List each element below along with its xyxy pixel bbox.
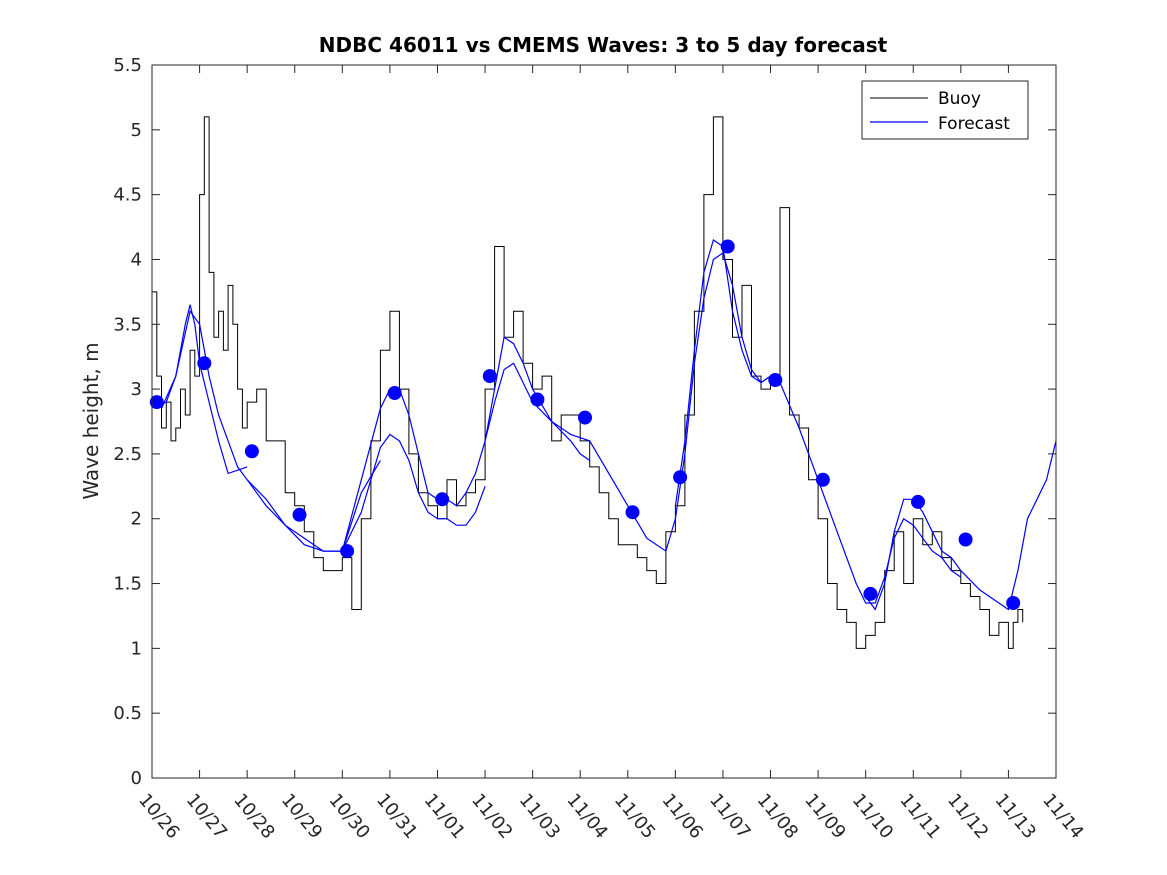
y-tick-label: 3.5: [113, 314, 142, 335]
forecast-series-line: [246, 433, 486, 552]
forecast-marker-point: [720, 239, 735, 254]
forecast-marker-point: [340, 544, 355, 559]
legend: Buoy Forecast: [861, 80, 1029, 140]
forecast-series-line: [484, 252, 771, 553]
y-tick-label: 5: [131, 120, 142, 141]
legend-buoy-label: Buoy: [938, 89, 981, 109]
legend-forecast-label: Forecast: [938, 114, 1010, 134]
series-layer: [152, 116, 1056, 649]
forecast-marker-point: [292, 507, 307, 522]
chart-title: NDBC 46011 vs CMEMS Waves: 3 to 5 day fo…: [319, 33, 888, 57]
y-tick-label: 2: [131, 509, 142, 530]
forecast-marker-point: [958, 532, 973, 547]
forecast-marker-point: [768, 373, 783, 387]
forecast-marker-layer: [149, 239, 1021, 610]
y-axis: 0 0.5 1 1.5 2 2.5 3 3.5 4 4.5 5 5.5: [113, 55, 1056, 789]
forecast-marker-point: [435, 492, 450, 507]
forecast-marker-point: [530, 392, 545, 407]
y-tick-label: 4.5: [113, 185, 142, 206]
y-tick-label: 5.5: [113, 55, 142, 76]
y-tick-label: 4: [131, 249, 142, 270]
forecast-series-line: [865, 440, 1056, 611]
forecast-marker-point: [625, 505, 640, 520]
y-axis-label: Wave height, m: [79, 342, 103, 499]
y-tick-label: 1: [131, 638, 142, 659]
forecast-marker-point: [911, 494, 925, 509]
forecast-marker-point: [149, 395, 164, 410]
y-tick-label: 2.5: [113, 444, 142, 465]
forecast-marker-point: [244, 444, 259, 459]
buoy-series-line: [152, 116, 1024, 649]
forecast-marker-point: [863, 586, 878, 601]
forecast-marker-point: [197, 356, 212, 371]
y-tick-label: 0.5: [113, 703, 142, 724]
legend-box: [861, 80, 1029, 140]
forecast-marker-point: [815, 472, 830, 487]
y-tick-label: 3: [131, 379, 142, 400]
forecast-marker-point: [1006, 596, 1021, 610]
y-tick-label: 1.5: [113, 574, 142, 595]
forecast-marker-point: [578, 410, 592, 425]
plot-area-box: [151, 64, 1057, 779]
forecast-marker-point: [387, 386, 402, 400]
y-tick-label: 0: [131, 768, 142, 789]
forecast-marker-point: [482, 369, 497, 384]
forecast-marker-point: [673, 470, 688, 485]
